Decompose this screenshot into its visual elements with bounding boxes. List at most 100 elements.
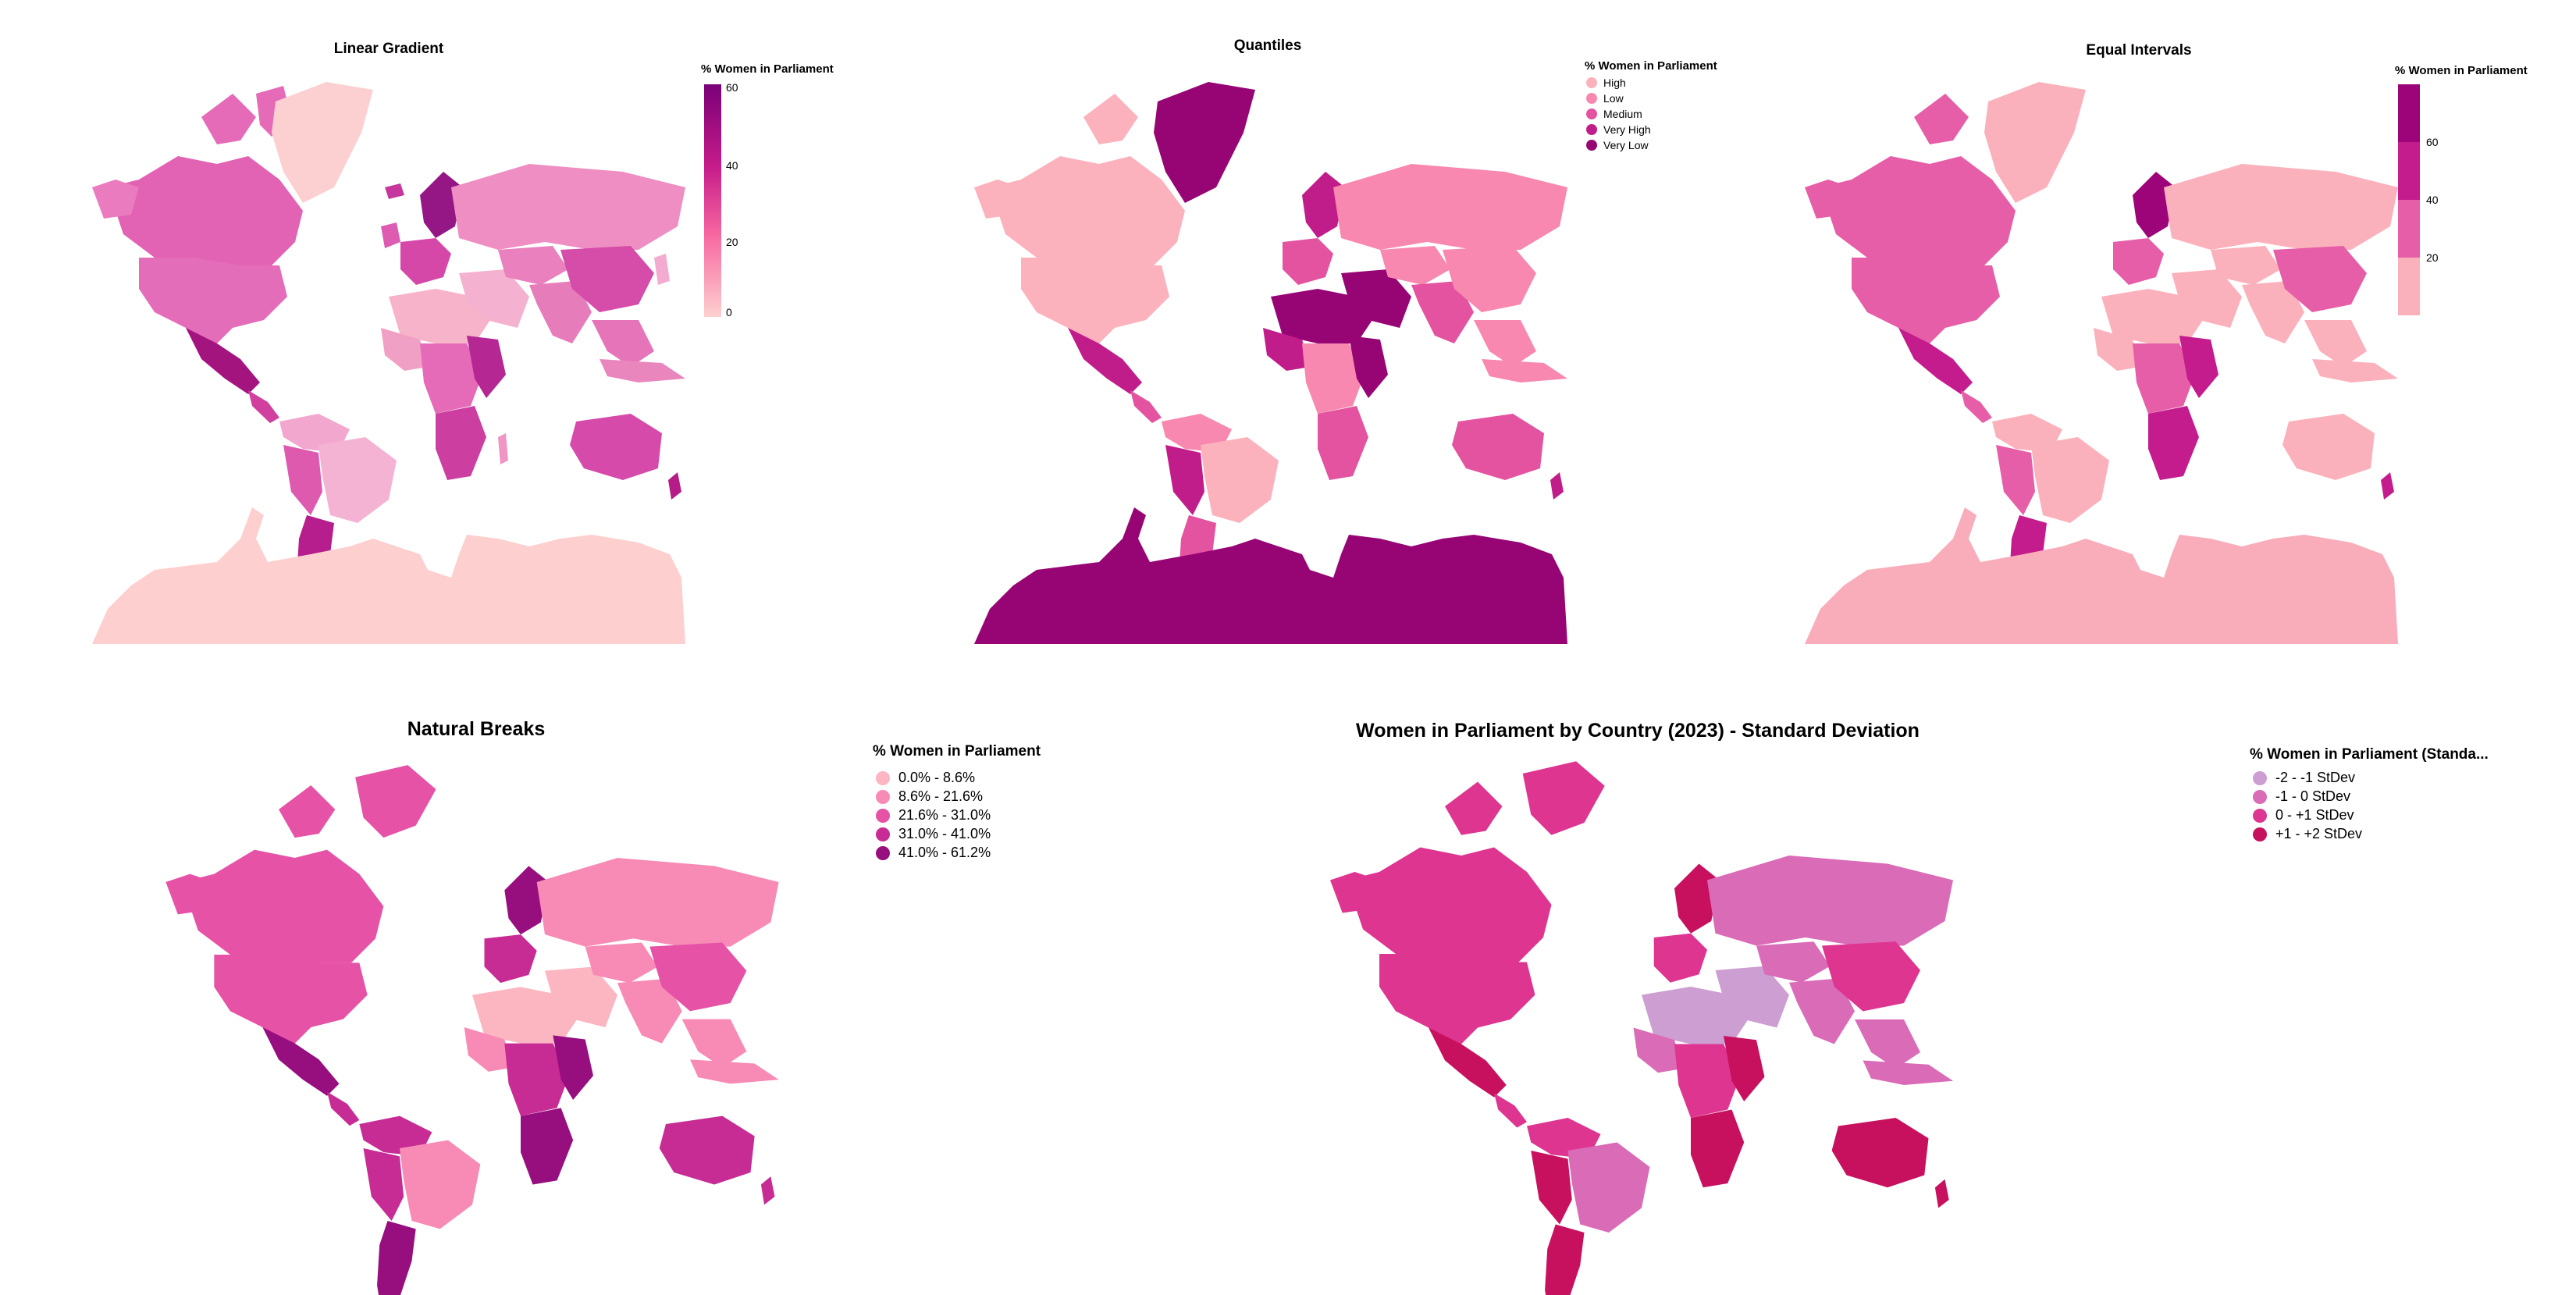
central-asia [1756,941,1831,983]
middle-east [1341,269,1411,328]
legend-label: Very Low [1603,139,1649,151]
legend-swatch [2253,789,2267,804]
legend-swatch [2253,827,2267,841]
antarctica [974,507,1567,644]
gradient-tick: 20 [726,236,738,248]
west-africa [1263,328,1310,371]
alaska [92,180,139,219]
north-africa [472,987,578,1044]
canada [1347,847,1552,962]
legend-item: 41.0% - 61.2% [876,845,991,861]
arctic-islands [279,785,336,838]
western-europe [2113,238,2164,285]
east-africa [2179,336,2218,398]
world-map-equal-intervals [1805,82,2398,644]
central-america [1130,390,1162,423]
southern-africa [2148,406,2199,480]
australia [659,1115,755,1185]
legend-label: 0 - +1 StDev [2275,807,2354,823]
indonesia [600,359,685,382]
russia [1333,164,1567,250]
gradient-legend-bar [704,84,721,317]
gradient-tick: 0 [726,306,732,318]
north-africa [2101,289,2203,343]
legend-title: % Women in Parliament (Standa... [2250,746,2489,763]
legend-swatch [876,808,890,823]
legend-swatch [1586,124,1597,135]
stepped-tick: 40 [2426,194,2439,206]
legend-item: +1 - +2 StDev [2253,826,2362,842]
legend-item: Medium [1586,108,1642,120]
legend-label: Low [1603,92,1624,105]
peru-bolivia [1996,445,2035,515]
stepped-legend-bar [2398,84,2420,315]
central-america [248,390,279,423]
central-america [1494,1093,1527,1128]
legend-item: -2 - -1 StDev [2253,770,2355,786]
western-europe [484,934,537,984]
central-asia [498,246,568,285]
legend-label: -2 - -1 StDev [2275,770,2356,785]
legend-swatch [1586,109,1597,119]
antarctica [92,507,685,644]
new-zealand [2381,472,2394,500]
new-zealand [1550,472,1564,500]
central-asia [585,942,658,984]
legend-swatch [2253,770,2267,785]
arctic-islands [1914,94,1969,144]
mexico [262,1027,340,1096]
alaska [165,873,215,915]
world-map-quantiles [974,82,1567,644]
legend-item: 21.6% - 31.0% [876,807,991,824]
middle-east [2172,269,2242,328]
legend-item: -1 - 0 StDev [2253,788,2350,805]
china [1822,941,1920,1012]
africa [381,289,508,480]
southeast-asia [681,1019,747,1068]
legend-swatch [1586,140,1597,151]
legend-item: 31.0% - 41.0% [876,826,991,842]
legend-swatch [1586,93,1597,104]
panel-title: Quantiles [1233,37,1302,54]
canada [108,156,303,265]
arctic-islands [201,94,256,144]
legend-item: Very High [1586,123,1651,136]
iceland [385,183,404,199]
legend-label: Medium [1603,108,1642,120]
legend-title: % Women in Parliament [1585,59,1717,73]
legend-label: -1 - 0 StDev [2275,788,2351,804]
legend-title: % Women in Parliament [2395,64,2528,77]
legend-swatch [876,789,890,804]
australia [1831,1118,1929,1188]
panel-title: Linear Gradient [333,41,444,57]
australia [2282,414,2375,480]
alaska [1330,872,1379,913]
south-asia [1411,281,1474,343]
legend-swatch [876,845,890,860]
west-africa [2094,328,2140,371]
west-africa [381,328,428,371]
gradient-tick: 60 [726,81,738,94]
north-america [92,86,303,423]
middle-east [1715,966,1789,1028]
central-africa [1674,1044,1740,1118]
usa [139,258,287,351]
europe [381,172,463,285]
arctic-islands [1445,781,1503,835]
legend-label: 41.0% - 61.2% [898,845,991,860]
argentina-chile [1545,1224,1585,1295]
antarctica [1805,507,2398,644]
southern-africa [1318,406,1368,480]
greenland [1154,82,1255,203]
greenland [272,82,373,203]
canada [1820,156,2016,265]
legend-swatch [876,827,890,841]
legend-swatch [1586,77,1597,88]
central-africa [2133,343,2195,414]
southern-africa [436,406,486,480]
legend-label: Very High [1603,123,1651,136]
southeast-asia [1474,320,1536,367]
greenland [1984,82,2086,203]
legend-label: 31.0% - 41.0% [898,826,991,841]
central-africa [420,343,482,414]
